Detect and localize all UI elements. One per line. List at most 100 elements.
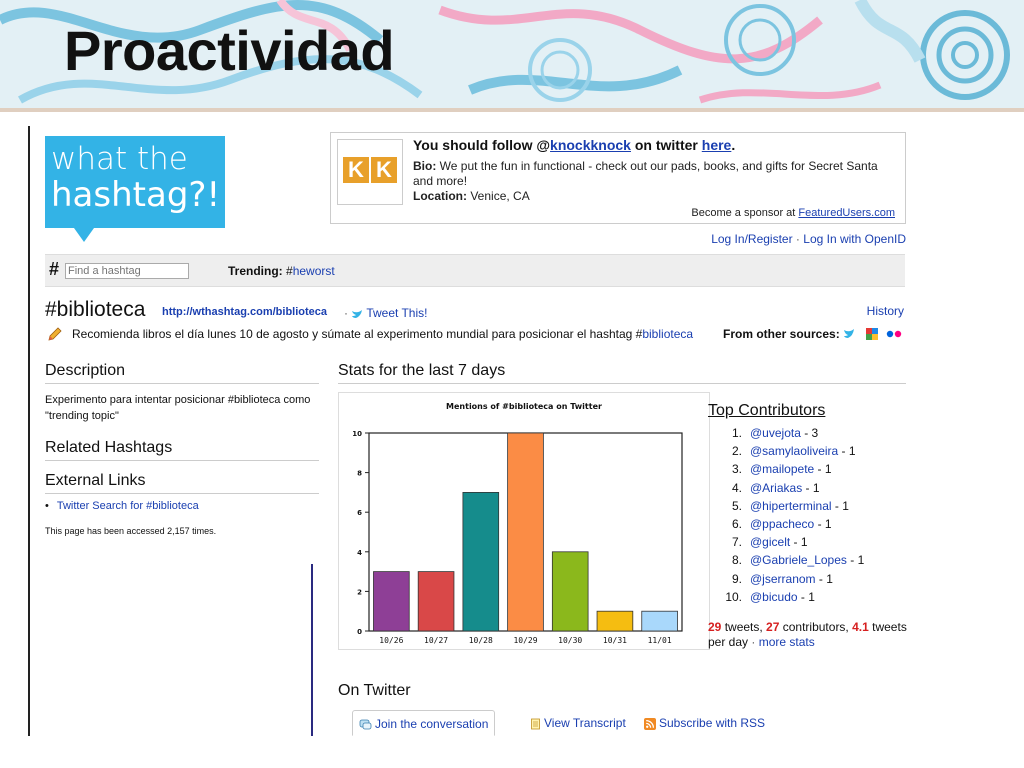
contributor-row: 5. @hiperterminal - 1 — [720, 497, 864, 515]
y-tick-label: 4 — [357, 549, 362, 557]
recommend-text: Recomienda libros el día lunes 10 de ago… — [72, 327, 643, 341]
sponsor-follow-text: You should follow @knockknock on twitter… — [413, 137, 735, 153]
contributor-user-link[interactable]: @Gabriele_Lopes — [750, 553, 847, 568]
y-tick-label: 0 — [357, 628, 362, 636]
contributor-user-link[interactable]: @mailopete — [750, 462, 815, 477]
contributor-rank: 9. — [731, 571, 742, 586]
logo-speech-tail — [74, 228, 94, 242]
recommend-tag-link[interactable]: biblioteca — [642, 327, 694, 341]
sponsor-box: K K You should follow @knockknock on twi… — [330, 132, 906, 224]
follow-end: . — [731, 137, 736, 153]
chart-svg: Mentions of #biblioteca on Twitter 0 2 4 6 8… — [352, 402, 683, 645]
history-link[interactable]: History — [866, 304, 904, 318]
hashtag-url-link[interactable]: http://wthashtag.com/biblioteca — [162, 306, 328, 318]
contributor-row: 3. @mailopete - 1 — [720, 460, 864, 478]
tab-join-conversation[interactable]: Join the conversation — [352, 710, 496, 736]
contributor-user-link[interactable]: @ppacheco — [750, 517, 815, 532]
decorative-swirl-background — [0, 0, 1024, 112]
login-register-link[interactable]: Log In/Register — [711, 232, 793, 246]
x-tick-label: 10/29 — [513, 636, 537, 645]
contributors-list: 1. @uvejota - 3 2. @samylaoliveira - 1 3. @ma… — [720, 424, 864, 606]
contributor-user-link[interactable]: @jserranom — [750, 571, 816, 586]
tab-subscribe-rss[interactable]: Subscribe with RSS — [644, 710, 765, 734]
google-source-icon[interactable] — [866, 328, 878, 340]
become-prefix: Become a sponsor at — [691, 207, 799, 219]
flickr-source-icon[interactable] — [886, 330, 902, 338]
bar-10-30 — [551, 551, 589, 632]
y-tick-label: 2 — [357, 588, 362, 596]
contributor-user-link[interactable]: @Ariakas — [750, 480, 803, 495]
bullet: • — [45, 500, 49, 512]
contributor-count: - 1 — [797, 589, 815, 604]
contributor-row: 8. @Gabriele_Lopes - 1 — [720, 551, 864, 569]
hashtag-recommendation: Recomienda libros el día lunes 10 de ago… — [72, 327, 693, 341]
related-hashtags-heading: Related Hashtags — [45, 439, 319, 461]
source-icons — [842, 326, 902, 347]
contributor-count: - 1 — [814, 517, 832, 532]
logo-line2: hashtag?! — [51, 175, 221, 215]
description-heading: Description — [45, 362, 319, 384]
document-icon — [531, 718, 540, 730]
sponsor-avatar[interactable]: K K — [337, 139, 403, 205]
on-twitter-heading: On Twitter — [338, 682, 411, 699]
chart-ticks: 0 2 4 6 8 10 10/26 10/27 10/28 10/29 10/30 10/31 11/… — [352, 430, 672, 645]
contributor-user-link[interactable]: @gicelt — [750, 535, 791, 550]
contributor-rank: 4. — [731, 480, 742, 495]
sponsor-user-link[interactable]: knockknock — [550, 137, 631, 153]
featured-users-link[interactable]: FeaturedUsers.com — [798, 207, 895, 219]
become-sponsor: Become a sponsor at FeaturedUsers.com — [691, 207, 895, 219]
contributor-row: 7. @gicelt - 1 — [720, 533, 864, 551]
tab-view-transcript[interactable]: View Transcript — [530, 710, 626, 734]
tweet-this-link[interactable]: · Tweet This! — [344, 306, 427, 320]
logo-line1: what the — [51, 141, 188, 177]
openid-login-link[interactable]: Log In with OpenID — [803, 232, 906, 246]
twitter-bird-icon — [352, 309, 363, 318]
contributor-count: - 1 — [802, 480, 820, 495]
contributor-rank: 6. — [731, 517, 742, 532]
left-divider — [311, 564, 313, 736]
bio-text: We put the fun in functional - check out… — [413, 159, 878, 188]
sponsor-here-link[interactable]: here — [701, 137, 732, 153]
sponsor-bio: Bio: We put the fun in functional - chec… — [413, 159, 893, 204]
contributor-rank: 1. — [731, 426, 742, 440]
hashtag-search-input[interactable] — [65, 263, 189, 279]
contributor-row: 6. @ppacheco - 1 — [720, 515, 864, 533]
twitter-search-link[interactable]: Twitter Search for #biblioteca — [56, 500, 199, 512]
x-tick-label: 10/30 — [558, 636, 582, 645]
location-text: Venice, CA — [467, 189, 530, 203]
external-link-item[interactable]: • Twitter Search for #biblioteca — [45, 500, 199, 512]
contributor-rank: 8. — [731, 553, 742, 568]
more-stats-link[interactable]: more stats — [758, 635, 815, 649]
contributor-row: 4. @Ariakas - 1 — [720, 479, 864, 497]
kk-letter-1: K — [343, 157, 369, 183]
chart-title: Mentions of #biblioteca on Twitter — [446, 402, 602, 411]
x-tick-label: 10/27 — [424, 636, 448, 645]
tweets-per-day: 4.1 — [852, 620, 869, 634]
hash-symbol: # — [49, 259, 60, 279]
rss-icon — [644, 717, 656, 730]
twitter-source-icon[interactable] — [844, 329, 854, 338]
pencil-icon[interactable] — [47, 326, 63, 342]
contributor-row: 2. @samylaoliveira - 1 — [720, 442, 864, 460]
bar-10-31 — [596, 610, 634, 632]
x-tick-label: 10/28 — [469, 636, 493, 645]
tab-rss-label: Subscribe with RSS — [659, 716, 766, 730]
contributor-user-link[interactable]: @uvejota — [750, 426, 801, 440]
contributor-user-link[interactable]: @bicudo — [750, 589, 798, 604]
contributor-row: 1. @uvejota - 3 — [720, 424, 864, 442]
other-sources-label: From other sources: — [723, 327, 840, 341]
site-logo[interactable]: what the hashtag?! — [45, 136, 225, 228]
auth-sep: · — [792, 232, 804, 246]
contributor-rank: 7. — [731, 535, 742, 550]
contributor-user-link[interactable]: @hiperterminal — [750, 498, 832, 513]
follow-prefix: You should follow @ — [413, 137, 551, 153]
contributor-count: - 1 — [815, 571, 833, 586]
tab-transcript-label: View Transcript — [544, 716, 626, 730]
stats-sep: · — [748, 635, 759, 649]
contributor-user-link[interactable]: @samylaoliveira — [750, 444, 839, 459]
trending-hash: # — [282, 264, 293, 278]
trending-tag-link[interactable]: heworst — [292, 264, 335, 278]
y-tick-label: 8 — [357, 470, 362, 478]
twitter-tabs: Join the conversation View Transcript Su… — [338, 710, 906, 736]
bar-10-26 — [373, 571, 410, 632]
